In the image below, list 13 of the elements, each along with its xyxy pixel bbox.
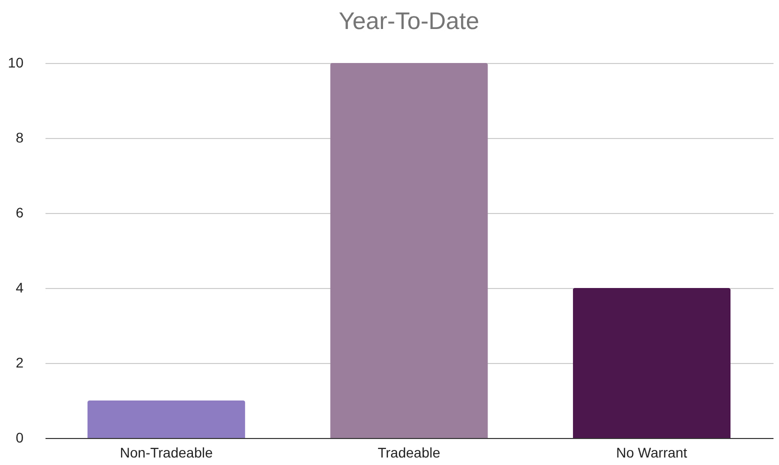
chart-title: Year-To-Date bbox=[338, 8, 480, 35]
bar bbox=[572, 288, 731, 438]
y-tick-label: 6 bbox=[16, 204, 24, 220]
bar bbox=[87, 400, 246, 438]
y-tick-label: 2 bbox=[16, 354, 24, 370]
bar bbox=[330, 63, 488, 438]
x-tick-label: Non-Tradeable bbox=[120, 444, 213, 460]
y-tick-label: 0 bbox=[16, 430, 24, 446]
x-tick-label: Tradeable bbox=[378, 444, 440, 460]
y-tick-label: 4 bbox=[16, 280, 24, 296]
y-tick-label: 10 bbox=[8, 54, 24, 70]
x-tick-label: No Warrant bbox=[616, 444, 688, 460]
y-tick-label: 8 bbox=[16, 130, 24, 146]
